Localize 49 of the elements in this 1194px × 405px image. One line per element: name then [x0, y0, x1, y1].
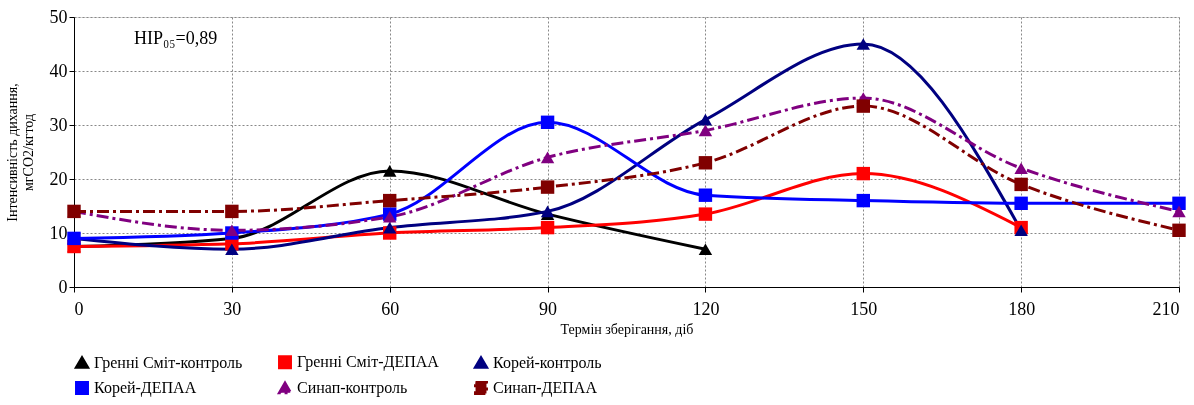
x-tick-label: 60 — [381, 298, 400, 319]
point — [383, 165, 397, 177]
x-axis-title: Термін зберігання, діб — [560, 321, 694, 337]
point — [540, 180, 555, 194]
legend-label: Корей-ДЕПАА — [94, 379, 197, 397]
x-tick-label: 150 — [850, 298, 878, 319]
point — [856, 99, 870, 113]
y-tick-label: 50 — [49, 6, 68, 27]
point — [383, 193, 397, 208]
point — [225, 204, 239, 219]
x-tick-label: 90 — [539, 298, 558, 319]
legend-label: Корей-контроль — [493, 353, 602, 372]
point — [1014, 224, 1028, 237]
point — [1014, 162, 1028, 175]
x-tick-label: 30 — [223, 298, 242, 319]
point — [698, 207, 713, 221]
point — [1172, 196, 1186, 211]
point — [856, 166, 870, 181]
point — [1014, 177, 1028, 192]
y-axis-title: Інтенсивність дихання, мгСО2/кгтод — [4, 83, 36, 222]
point — [856, 193, 870, 208]
point — [383, 221, 397, 234]
x-tick-label: 0 — [74, 298, 84, 319]
point — [225, 243, 239, 256]
legend-label: Синап-контроль — [297, 379, 408, 397]
x-tick-label: 120 — [692, 298, 720, 319]
point — [698, 188, 713, 202]
y-tick-label: 10 — [49, 222, 68, 243]
legend-label: Гренні Сміт-контроль — [94, 353, 243, 372]
point — [540, 151, 555, 164]
y-tick-label: 30 — [49, 114, 68, 135]
point — [1014, 196, 1028, 211]
point — [1172, 205, 1186, 218]
point — [698, 124, 713, 137]
point — [1172, 223, 1186, 238]
y-tick-label: 40 — [49, 60, 68, 81]
y-tick-label: 20 — [49, 168, 68, 189]
point — [540, 115, 555, 130]
point — [698, 113, 713, 126]
legend-label: Синап-ДЕПАА — [493, 379, 598, 397]
point — [698, 243, 713, 256]
point — [698, 156, 713, 170]
legend-label: Гренні Сміт-ДЕПАА — [297, 353, 440, 372]
point — [856, 38, 870, 50]
annotation: HIP₀₅=0,89 — [134, 28, 218, 48]
x-tick-label: 210 — [1152, 298, 1180, 319]
point — [540, 220, 555, 235]
x-tick-label: 180 — [1008, 298, 1036, 319]
y-tick-label: 0 — [58, 276, 68, 297]
